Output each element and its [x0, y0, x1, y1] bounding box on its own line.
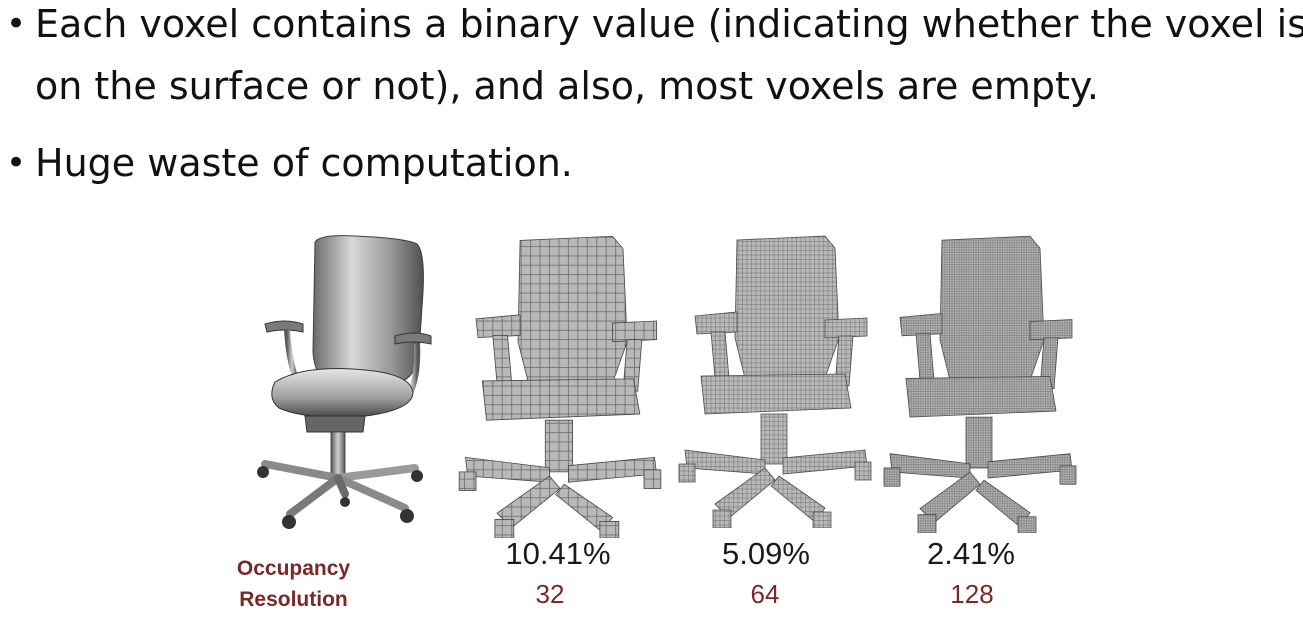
voxel-shape: [1017, 516, 1037, 533]
voxel-shape: [492, 335, 513, 384]
voxel-shape: [567, 456, 658, 483]
voxel-shape: [710, 331, 730, 379]
voxel-shape: [899, 312, 943, 337]
voxel-shape: [612, 320, 658, 343]
voxel-shape: [760, 413, 788, 465]
voxel-shape: [481, 378, 641, 421]
voxel-shape: [854, 461, 872, 481]
resolution-value: 64: [750, 579, 780, 609]
voxel-shape: [544, 419, 574, 473]
bullet-dot: •: [6, 4, 27, 44]
voxel-shape: [824, 317, 868, 339]
voxel-shape: [987, 453, 1073, 479]
voxel-shape: [1059, 465, 1077, 485]
voxel-shape: [700, 373, 852, 415]
voxel-shape: [939, 235, 1045, 381]
voxel-shape: [684, 449, 766, 475]
bullet-text-line: Huge waste of computation.: [35, 141, 573, 185]
voxel-shape: [834, 335, 854, 387]
voxel-shape: [782, 449, 868, 475]
voxel-shape: [517, 235, 628, 384]
voxel-shape: [622, 339, 643, 392]
voxel-shape: [812, 511, 832, 528]
chair-mesh-image: [257, 235, 432, 529]
voxel-shape: [465, 456, 550, 483]
voxel-chair-figure: [220, 220, 1100, 538]
voxel-shape: [889, 453, 971, 479]
voxel-shape: [965, 416, 993, 469]
voxel-shape: [458, 471, 477, 491]
bullet-dot: •: [6, 143, 27, 183]
occupancy-value: 2.41%: [927, 536, 1015, 571]
voxel-shape: [905, 376, 1057, 418]
voxel-shape: [734, 235, 840, 379]
voxel-shape: [883, 467, 901, 487]
resolution-value: 128: [950, 579, 994, 609]
voxel-shape: [1039, 337, 1059, 390]
voxel-chair-32-image: [458, 235, 662, 538]
voxel-chair-64-image: [678, 235, 872, 528]
occupancy-value: 5.09%: [722, 536, 810, 571]
voxel-shape: [712, 509, 732, 528]
resolution-value: 32: [535, 579, 565, 609]
bullet-text-line: on the surface or not), and also, most v…: [35, 64, 1099, 108]
voxel-chair-128-image: [883, 235, 1077, 533]
voxel-shape: [678, 463, 696, 483]
voxel-shape: [643, 469, 662, 489]
occupancy-value: 10.41%: [505, 536, 611, 571]
voxel-shape: [1029, 319, 1073, 341]
voxel-shape: [694, 311, 738, 335]
voxel-shape: [917, 514, 937, 533]
voxel-shape: [475, 314, 521, 338]
resolution-label: Resolution: [239, 588, 348, 611]
bullet-text-line: Each voxel contains a binary value (indi…: [35, 2, 1303, 46]
voxel-shape: [915, 333, 935, 381]
occupancy-label: Occupancy: [236, 557, 351, 580]
